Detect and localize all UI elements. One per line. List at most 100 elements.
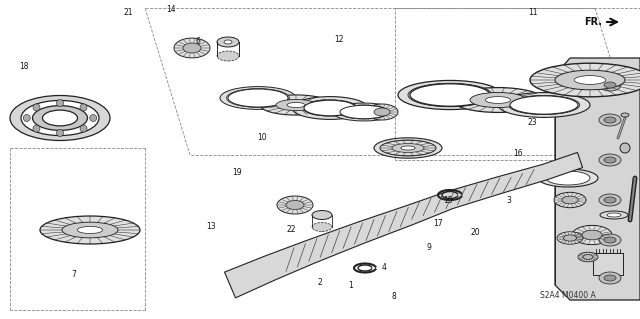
Text: 15: 15 xyxy=(443,197,453,205)
Circle shape xyxy=(33,125,40,132)
Ellipse shape xyxy=(599,272,621,284)
Ellipse shape xyxy=(380,140,436,156)
Ellipse shape xyxy=(374,138,442,158)
Ellipse shape xyxy=(217,51,239,61)
Text: 3: 3 xyxy=(506,197,511,205)
Text: FR.: FR. xyxy=(584,17,602,27)
Text: 2: 2 xyxy=(317,278,323,287)
Polygon shape xyxy=(225,152,582,298)
Ellipse shape xyxy=(383,140,433,155)
Text: 11: 11 xyxy=(528,8,537,17)
Ellipse shape xyxy=(607,213,621,217)
Ellipse shape xyxy=(277,196,313,214)
Ellipse shape xyxy=(339,105,389,119)
Ellipse shape xyxy=(604,117,616,123)
Text: 6: 6 xyxy=(196,37,201,46)
Ellipse shape xyxy=(563,235,577,241)
Ellipse shape xyxy=(599,79,621,91)
Ellipse shape xyxy=(77,226,102,234)
Ellipse shape xyxy=(555,70,625,90)
Circle shape xyxy=(56,130,63,137)
Ellipse shape xyxy=(408,83,492,107)
Text: 18: 18 xyxy=(20,63,29,71)
Ellipse shape xyxy=(183,43,201,53)
Ellipse shape xyxy=(366,104,398,120)
Ellipse shape xyxy=(604,157,616,163)
Ellipse shape xyxy=(604,82,616,88)
Ellipse shape xyxy=(401,146,415,150)
Ellipse shape xyxy=(599,194,621,206)
Ellipse shape xyxy=(572,226,612,245)
Circle shape xyxy=(80,125,87,132)
Ellipse shape xyxy=(312,222,332,232)
Ellipse shape xyxy=(546,171,590,185)
Ellipse shape xyxy=(62,222,118,238)
Ellipse shape xyxy=(224,40,232,44)
Text: 23: 23 xyxy=(527,118,538,127)
Ellipse shape xyxy=(554,192,586,208)
Ellipse shape xyxy=(621,113,629,117)
Ellipse shape xyxy=(398,80,502,109)
Ellipse shape xyxy=(498,93,590,117)
Text: 20: 20 xyxy=(470,228,480,237)
Text: 19: 19 xyxy=(232,168,242,177)
Circle shape xyxy=(56,100,63,107)
Ellipse shape xyxy=(340,105,388,119)
Text: 17: 17 xyxy=(433,219,444,228)
Ellipse shape xyxy=(220,86,296,109)
Text: 4: 4 xyxy=(381,263,387,272)
Ellipse shape xyxy=(228,89,288,107)
Ellipse shape xyxy=(392,144,424,152)
Text: 21: 21 xyxy=(124,8,132,17)
Ellipse shape xyxy=(410,84,490,106)
Ellipse shape xyxy=(286,201,304,210)
Ellipse shape xyxy=(582,230,602,240)
Ellipse shape xyxy=(42,110,77,126)
Ellipse shape xyxy=(604,275,616,281)
Ellipse shape xyxy=(276,100,316,111)
Ellipse shape xyxy=(538,169,598,187)
Text: 8: 8 xyxy=(391,292,396,301)
Ellipse shape xyxy=(312,211,332,219)
Circle shape xyxy=(90,115,97,122)
Ellipse shape xyxy=(292,97,368,119)
Text: 13: 13 xyxy=(206,222,216,231)
Ellipse shape xyxy=(33,106,88,130)
Text: 12: 12 xyxy=(335,35,344,44)
Text: 7: 7 xyxy=(71,270,76,279)
Ellipse shape xyxy=(604,237,616,243)
Ellipse shape xyxy=(599,114,621,126)
Ellipse shape xyxy=(287,102,305,108)
Ellipse shape xyxy=(508,95,580,115)
Text: 14: 14 xyxy=(166,5,176,14)
FancyBboxPatch shape xyxy=(593,253,623,275)
Text: 16: 16 xyxy=(513,149,524,158)
Circle shape xyxy=(33,104,40,111)
Ellipse shape xyxy=(557,232,583,244)
Ellipse shape xyxy=(452,88,544,112)
Ellipse shape xyxy=(217,37,239,47)
Text: 22: 22 xyxy=(287,225,296,234)
Ellipse shape xyxy=(40,216,140,244)
Ellipse shape xyxy=(21,100,99,136)
Ellipse shape xyxy=(574,76,605,85)
Ellipse shape xyxy=(470,93,526,108)
Ellipse shape xyxy=(332,103,396,121)
Ellipse shape xyxy=(381,140,435,156)
Ellipse shape xyxy=(599,234,621,246)
Text: 9: 9 xyxy=(426,243,431,252)
Ellipse shape xyxy=(562,196,578,204)
Ellipse shape xyxy=(510,96,578,114)
Ellipse shape xyxy=(578,252,598,262)
Text: S2A4 M0400 A: S2A4 M0400 A xyxy=(540,291,596,300)
Ellipse shape xyxy=(485,97,511,103)
Ellipse shape xyxy=(10,95,110,140)
Circle shape xyxy=(80,104,87,111)
Circle shape xyxy=(620,143,630,153)
Ellipse shape xyxy=(583,255,593,259)
Text: 1: 1 xyxy=(348,281,353,290)
Ellipse shape xyxy=(174,38,210,58)
Ellipse shape xyxy=(260,95,332,115)
Polygon shape xyxy=(555,58,640,300)
Ellipse shape xyxy=(600,211,628,219)
